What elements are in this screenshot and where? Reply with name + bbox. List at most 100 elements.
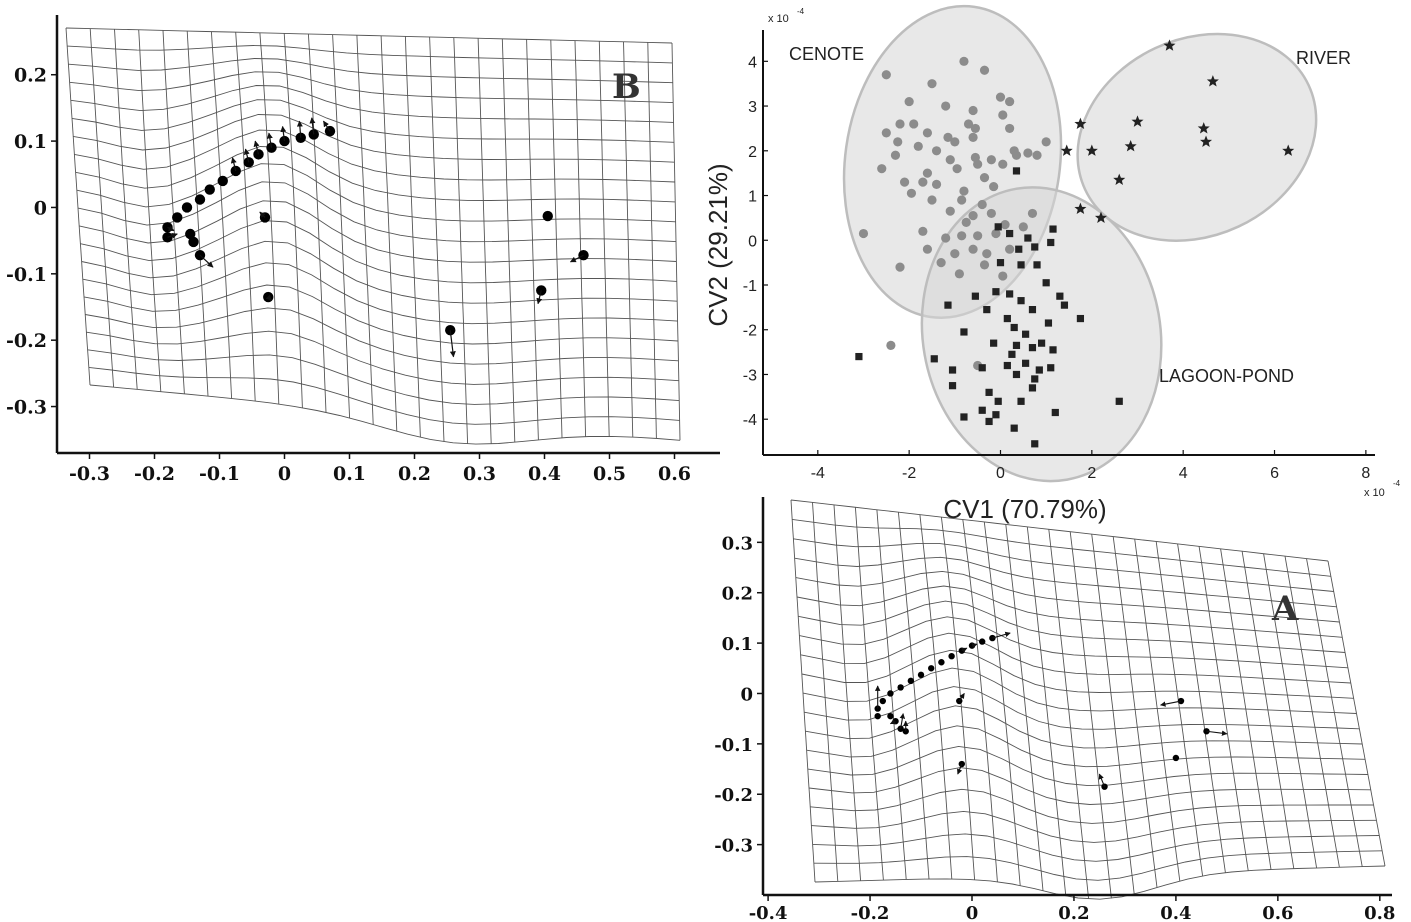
cv-x-exponent: -4 [1393,479,1401,488]
landmark-vector [296,120,303,138]
cenote-point [970,123,980,134]
grid-line-h [802,667,1357,714]
grid-line-h [794,556,1337,608]
grid-line-h [792,518,1331,577]
landmark-vector [266,132,273,148]
grid-line-v [1177,543,1226,873]
landmark-point [185,228,196,240]
grid-line-v [919,514,953,880]
y-tick-label: 0.1 [722,634,753,655]
grid-line-h [83,284,679,345]
y-tick-label: 1 [748,189,757,206]
cenote-point [991,228,1001,239]
x-tick-label: 0.4 [1160,903,1191,922]
grid-line-v [598,41,610,437]
y-tick-label: -0.2 [714,785,753,806]
grid-line-v [1284,556,1340,868]
cenote-point [973,159,983,169]
grid-line-v [812,502,839,882]
cenote-point [950,249,960,259]
lagoon-pond-point [985,388,993,396]
cenote-point [1005,96,1015,107]
y-tick-label: -0.3 [6,397,47,419]
lagoon-pond-point [1049,346,1057,354]
cv-ellipses [842,4,1318,483]
y-tick-label: 0.2 [14,65,47,87]
landmark-vector [309,117,316,135]
landmark-vector [899,713,906,729]
grid-line-v [526,39,539,440]
grid-line-v [550,39,563,438]
panel-a-y-ticks: 0.3 0.2 0.1 0 -0.1 -0.2 -0.3 [714,533,763,857]
landmark-point [204,184,215,195]
grid-line-v [186,30,209,397]
y-tick-label: 0.3 [722,533,753,554]
grid-line-v [429,36,445,442]
cenote-point [886,340,896,350]
lagoon-pond-point [971,292,979,300]
lagoon-pond-point [1042,279,1050,287]
landmark-point [1172,754,1180,762]
lagoon-pond-point [1015,245,1023,253]
landmark-vector [971,642,978,649]
x-tick-label: 0.5 [593,463,626,485]
cenote-point [952,164,962,174]
lagoon-pond-point [960,328,968,336]
lagoon-pond-point [1047,238,1055,247]
y-tick-label: 2 [748,144,757,161]
lagoon-pond-point [1006,290,1014,298]
grid-line-h [73,114,675,163]
grid-line-h [790,499,1329,562]
cenote-point [931,146,942,156]
cenote-point [895,119,905,129]
lagoon-pond-point [1012,341,1021,349]
landmark-vector [889,719,897,725]
grid-line-h [807,745,1368,787]
grid-line-h [67,45,673,64]
grid-line-h [799,616,1349,669]
cenote-point [982,249,992,259]
landmark-point [978,638,986,645]
grid-line-h [65,27,673,44]
cv-y-ticks: 4 3 2 1 0 -1 -2 -3 -4 [743,54,768,429]
grid-line-v [1112,536,1158,888]
river-point [1060,144,1073,156]
cenote-point [963,119,974,129]
grid-line-v [380,35,398,432]
landmark-point [172,212,183,223]
cenote-point [973,231,983,241]
grid-line-h [86,330,679,385]
cenote-point [968,244,978,254]
cenote-point [986,155,996,165]
grid-line-v [1198,546,1249,871]
landmark-vector [961,647,968,653]
lagoon-pond-point [990,339,998,347]
grid-line-h [812,833,1380,862]
cv-y-multiplier: x 10 [768,13,789,25]
landmark-point [542,210,553,222]
landmark-point [938,659,945,666]
cenote-point [998,159,1008,169]
grid-line-v [89,28,115,388]
x-tick-label: -0.1 [199,463,240,485]
cenote-point [961,217,971,227]
lagoon-pond-point [855,352,863,361]
cenote-point [881,70,891,80]
cenote-point [1023,148,1033,158]
y-tick-label: -4 [743,412,757,429]
grid-line-h [808,767,1371,805]
panel-b: -0.3 -0.2 -0.1 0 0.1 0.2 0.3 0.4 0.5 0.6 0.20.10-… [6,15,720,485]
grid-line-h [793,538,1334,592]
panel-b-points [162,117,589,358]
cenote-point [995,92,1006,102]
landmark-vector [958,693,965,702]
landmark-point [188,236,199,248]
lagoon-pond-point [1017,261,1025,269]
lagoon-pond-point [996,259,1005,267]
cenote-point [890,150,901,160]
lagoon-pond-point [994,397,1002,405]
y-tick-label: 0 [748,233,757,250]
panel-b-label: B [612,67,641,107]
grid-line-h [800,632,1351,684]
landmark-vector [259,211,266,219]
